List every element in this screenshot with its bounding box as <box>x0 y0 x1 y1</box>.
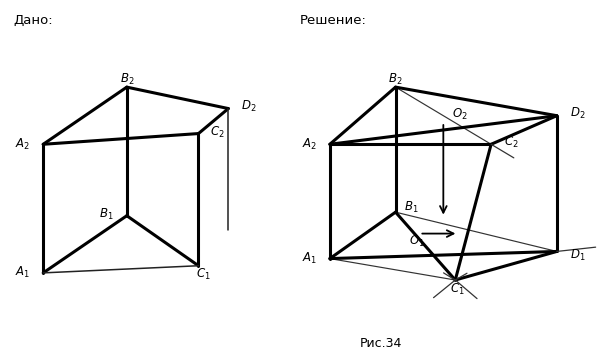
Text: $C_2$: $C_2$ <box>504 135 519 150</box>
Text: $O_1$: $O_1$ <box>409 234 425 249</box>
Text: $C_1$: $C_1$ <box>451 282 465 297</box>
Text: $D_2$: $D_2$ <box>241 99 257 114</box>
Text: $C_1$: $C_1$ <box>196 267 211 282</box>
Text: Рис.34: Рис.34 <box>360 337 402 350</box>
Text: $C_2$: $C_2$ <box>211 125 225 140</box>
Text: $A_2$: $A_2$ <box>302 137 317 152</box>
Text: $A_2$: $A_2$ <box>15 137 30 152</box>
Text: $O_2$: $O_2$ <box>452 107 467 122</box>
Text: $A_1$: $A_1$ <box>302 251 317 266</box>
Text: $B_1$: $B_1$ <box>99 207 113 222</box>
Text: Решение:: Решение: <box>300 14 367 27</box>
Text: $D_1$: $D_1$ <box>570 247 586 262</box>
Text: $B_2$: $B_2$ <box>388 72 403 87</box>
Text: $D_2$: $D_2$ <box>570 106 586 121</box>
Text: $B_2$: $B_2$ <box>119 72 134 87</box>
Text: Дано:: Дано: <box>13 14 53 27</box>
Text: $B_1$: $B_1$ <box>404 200 418 215</box>
Text: $A_1$: $A_1$ <box>15 265 30 280</box>
